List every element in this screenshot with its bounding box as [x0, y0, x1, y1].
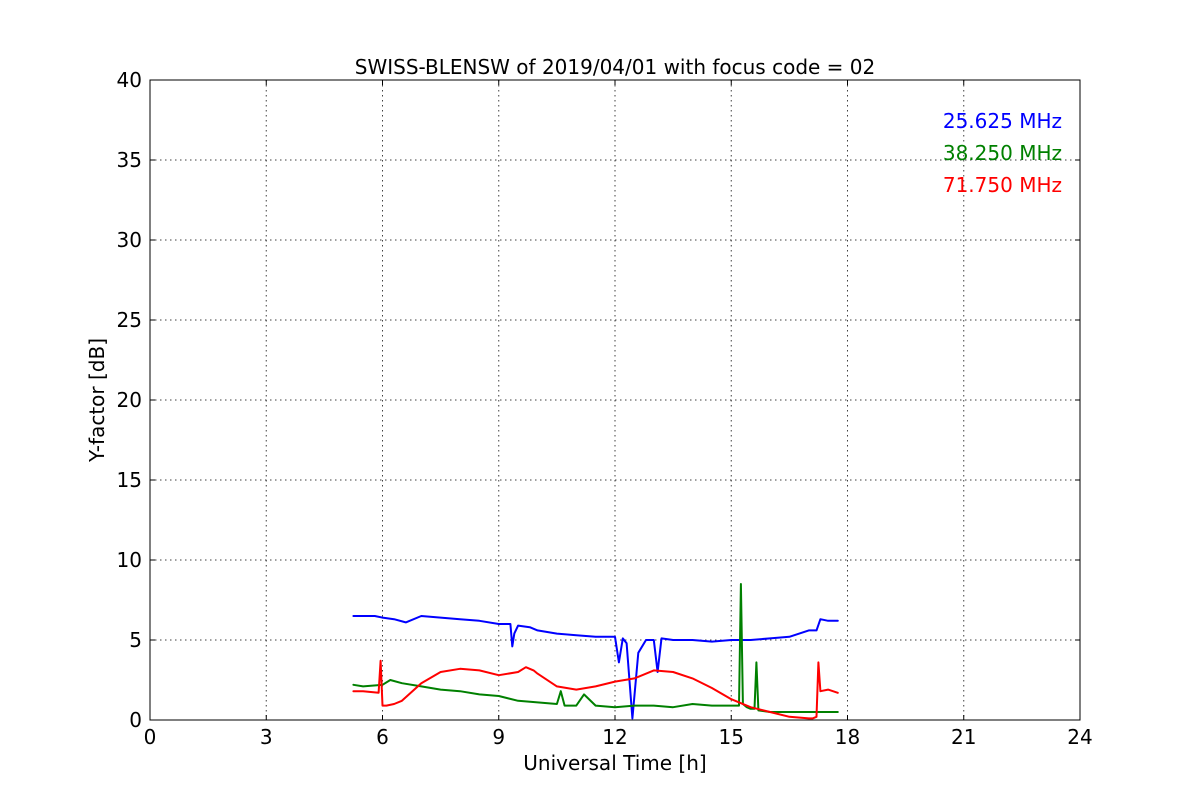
y-tick-label: 10: [117, 548, 142, 572]
x-tick-label: 12: [602, 725, 627, 749]
x-tick-label: 0: [144, 725, 157, 749]
y-tick-label: 5: [129, 628, 142, 652]
y-tick-label: 20: [117, 388, 142, 412]
series-line-25-625-mhz: [352, 615, 839, 720]
legend-entry: 25.625 MHz: [943, 109, 1062, 133]
x-tick-label: 18: [835, 725, 860, 749]
y-tick-label: 0: [129, 708, 142, 732]
x-tick-label: 24: [1067, 725, 1092, 749]
x-tick-label: 21: [951, 725, 976, 749]
y-tick-label: 40: [117, 68, 142, 92]
x-tick-label: 15: [719, 725, 744, 749]
x-axis-label: Universal Time [h]: [523, 751, 706, 775]
chart-title: SWISS-BLENSW of 2019/04/01 with focus co…: [355, 55, 876, 79]
legend-entry: 71.750 MHz: [943, 173, 1062, 197]
legend-layer: 25.625 MHz 38.250 MHz 71.750 MHz: [943, 109, 1062, 197]
series-line-71-750-mhz: [352, 659, 839, 720]
x-tick-label: 3: [260, 725, 273, 749]
y-tick-label: 25: [117, 308, 142, 332]
y-tick-label: 15: [117, 468, 142, 492]
tick-layer: 0 3 6 9 12 15 18 21 24 0 5 10 15 20 25 30 35 40: [117, 68, 1093, 749]
x-tick-label: 9: [492, 725, 505, 749]
x-tick-label: 6: [376, 725, 389, 749]
y-tick-label: 35: [117, 148, 142, 172]
y-tick-label: 30: [117, 228, 142, 252]
y-axis-label: Y-factor [dB]: [85, 338, 109, 463]
series-layer: [352, 583, 839, 720]
legend-entry: 38.250 MHz: [943, 141, 1062, 165]
grid-layer: [150, 80, 1080, 720]
series-line-38-250-mhz: [352, 583, 839, 713]
